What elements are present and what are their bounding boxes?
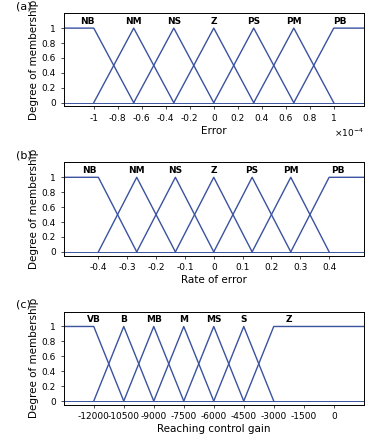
Text: NM: NM bbox=[125, 17, 142, 26]
Text: PS: PS bbox=[247, 17, 260, 26]
Text: NS: NS bbox=[168, 166, 183, 175]
Text: NB: NB bbox=[82, 166, 97, 175]
Text: M: M bbox=[179, 315, 188, 324]
Y-axis label: Degree of membership: Degree of membership bbox=[29, 298, 39, 418]
Text: (b): (b) bbox=[16, 150, 32, 161]
X-axis label: Rate of error: Rate of error bbox=[181, 275, 247, 285]
Text: (a): (a) bbox=[16, 1, 32, 11]
Text: B: B bbox=[120, 315, 127, 324]
Text: PS: PS bbox=[246, 166, 259, 175]
Text: (c): (c) bbox=[16, 300, 31, 310]
Y-axis label: Degree of membership: Degree of membership bbox=[29, 0, 39, 120]
Text: NS: NS bbox=[167, 17, 181, 26]
Text: Z: Z bbox=[285, 315, 292, 324]
Y-axis label: Degree of membership: Degree of membership bbox=[29, 149, 39, 269]
Text: S: S bbox=[240, 315, 247, 324]
Text: PB: PB bbox=[333, 17, 346, 26]
Text: PB: PB bbox=[331, 166, 345, 175]
Text: NM: NM bbox=[128, 166, 145, 175]
Text: $\times10^{-4}$: $\times10^{-4}$ bbox=[334, 127, 364, 139]
Text: MS: MS bbox=[206, 315, 222, 324]
Text: Z: Z bbox=[210, 17, 217, 26]
Text: VB: VB bbox=[87, 315, 100, 324]
Text: NB: NB bbox=[81, 17, 95, 26]
Text: PM: PM bbox=[286, 17, 302, 26]
Text: PM: PM bbox=[283, 166, 298, 175]
X-axis label: Error: Error bbox=[201, 126, 226, 136]
Text: MB: MB bbox=[146, 315, 162, 324]
Text: Z: Z bbox=[210, 166, 217, 175]
X-axis label: Reaching control gain: Reaching control gain bbox=[157, 424, 270, 434]
